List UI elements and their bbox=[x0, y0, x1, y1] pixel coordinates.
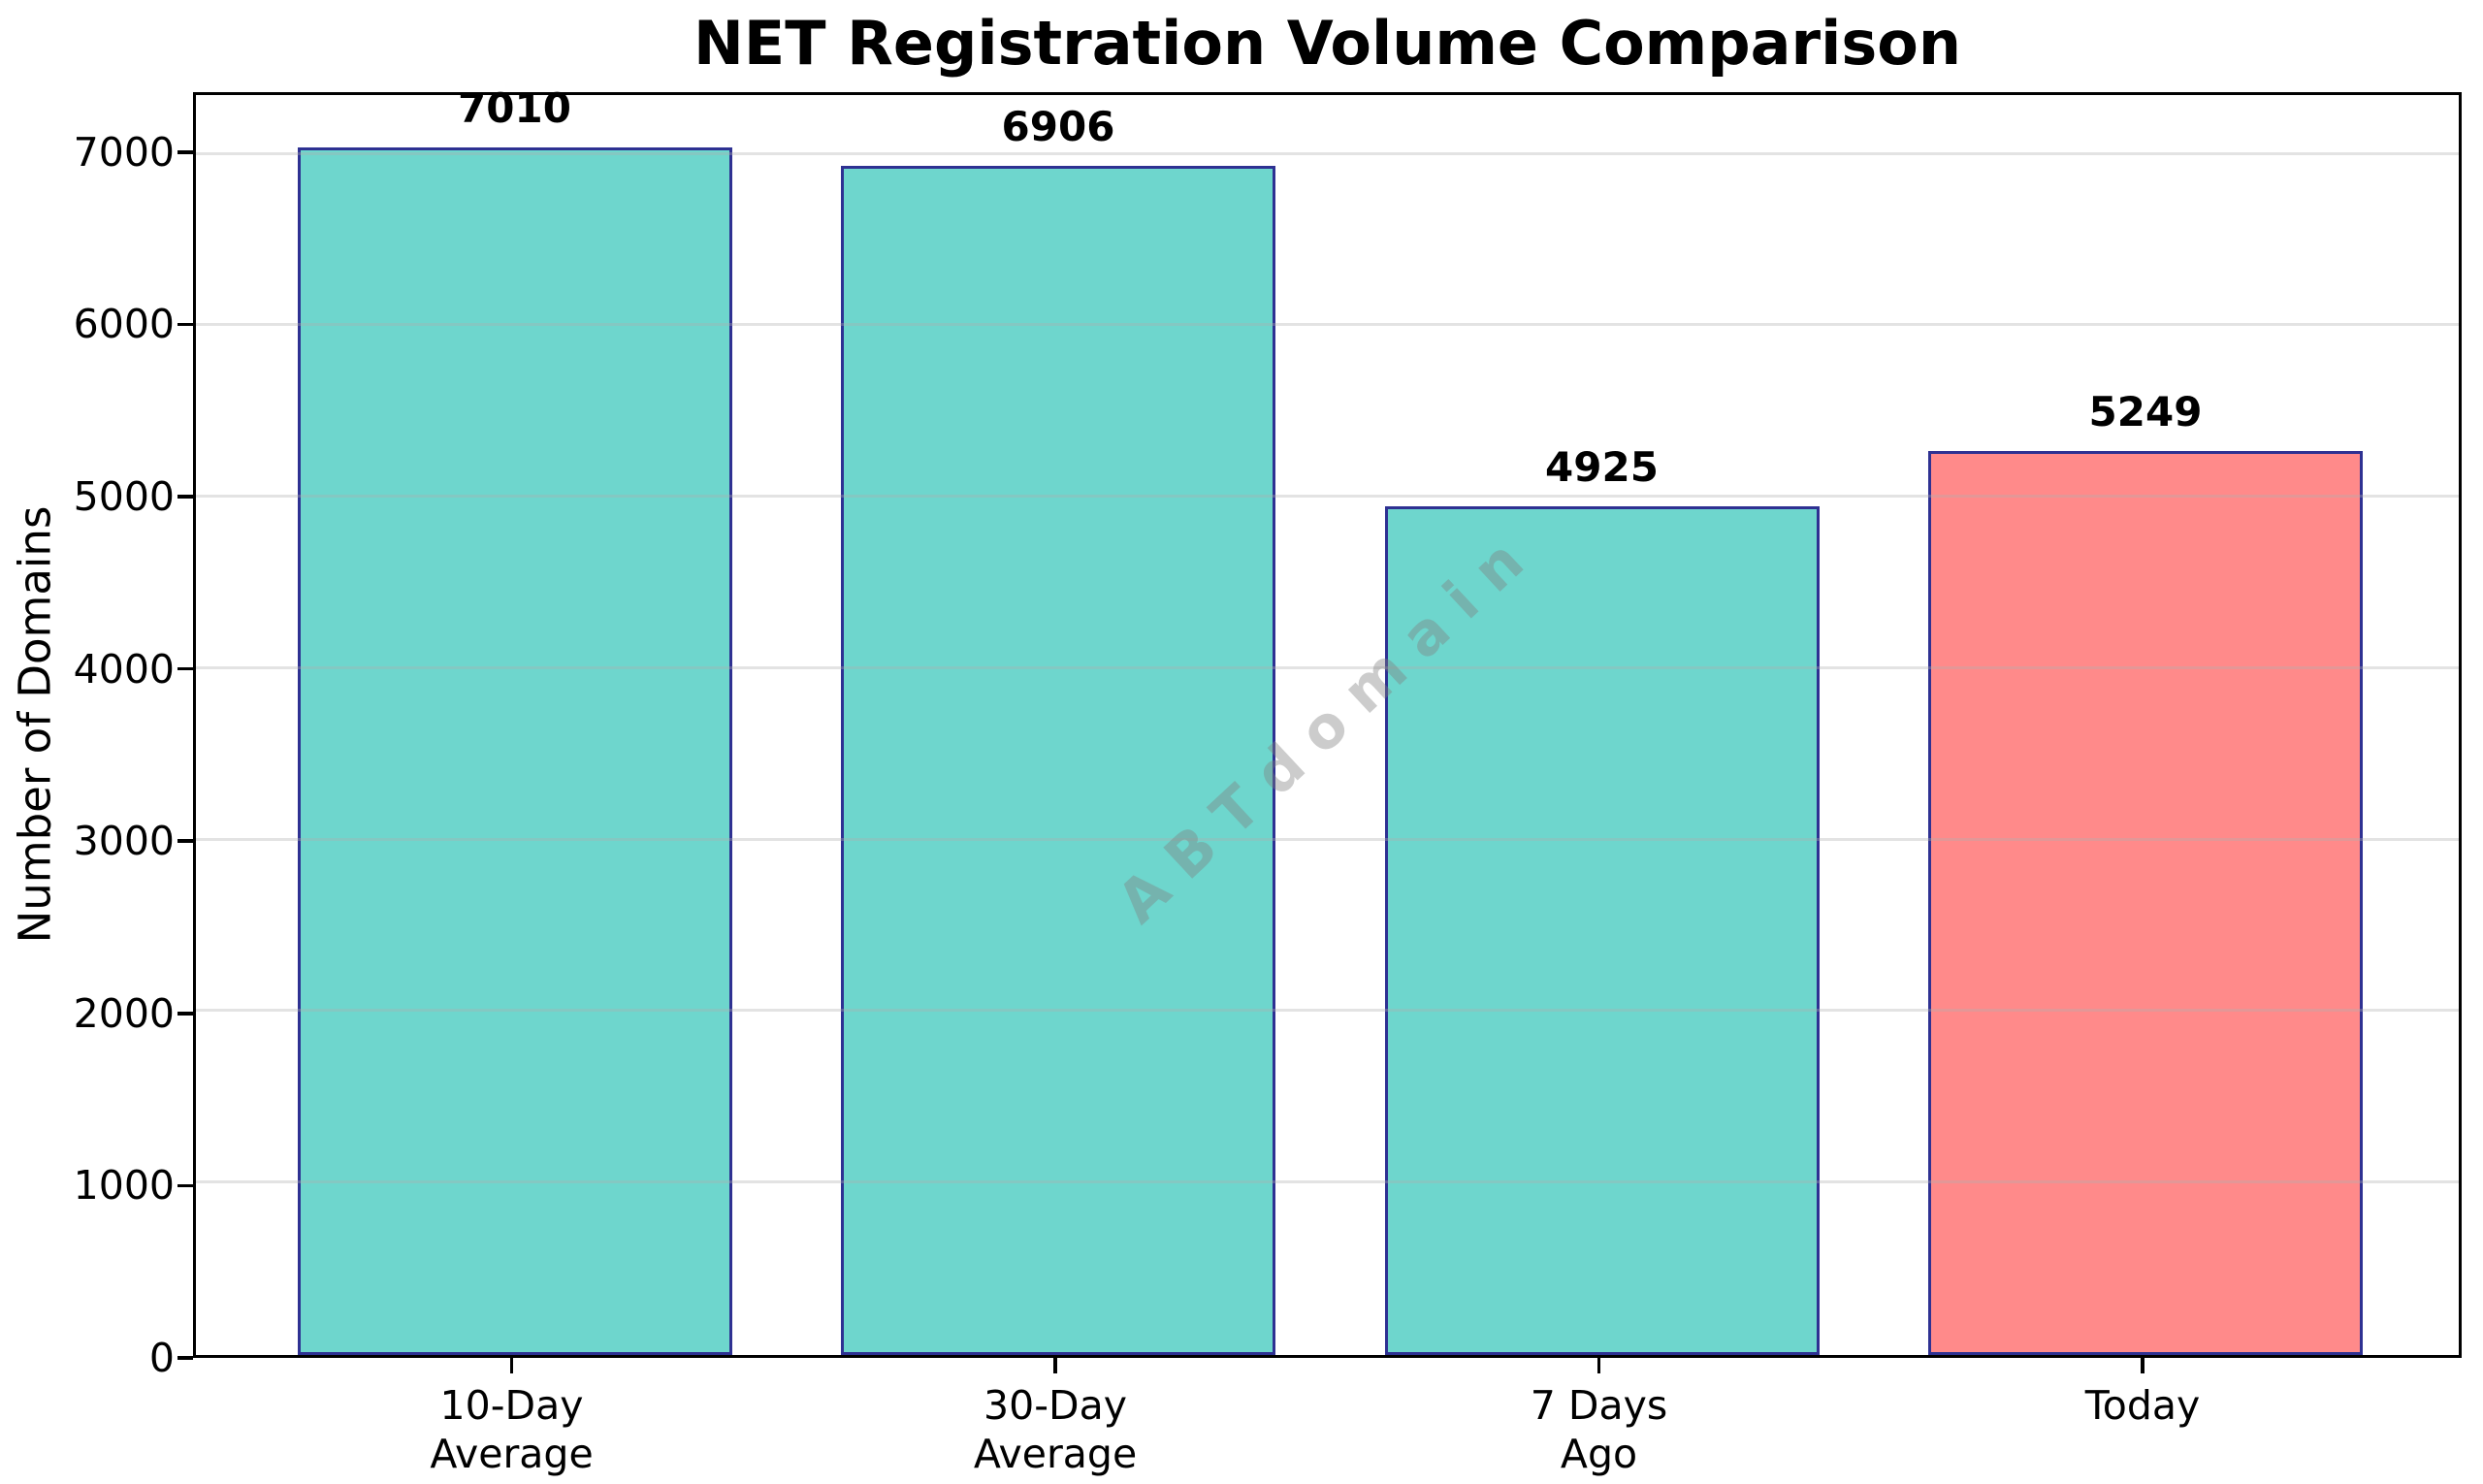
bar-10-day-average bbox=[297, 147, 732, 1355]
y-tick-label: 1000 bbox=[73, 1162, 175, 1210]
x-tick-mark bbox=[2141, 1358, 2144, 1373]
bar-value-label: 6906 bbox=[1001, 102, 1115, 150]
bar-today bbox=[1928, 450, 2363, 1355]
chart-title: NET Registration Volume Comparison bbox=[693, 8, 1961, 79]
y-tick-label: 0 bbox=[148, 1335, 175, 1381]
y-tick-mark bbox=[177, 322, 193, 327]
y-tick-label: 3000 bbox=[73, 818, 175, 865]
x-tick-mark bbox=[1596, 1358, 1601, 1373]
y-axis-label: Number of Domains bbox=[9, 505, 61, 944]
bar-value-label: 5249 bbox=[2088, 387, 2203, 436]
y-tick-mark bbox=[177, 839, 193, 843]
bar-value-label: 4925 bbox=[1545, 443, 1659, 492]
y-tick-mark bbox=[177, 1012, 193, 1016]
y-tick-mark bbox=[177, 1183, 193, 1188]
y-tick-label: 6000 bbox=[73, 301, 175, 348]
bar-value-label: 7010 bbox=[458, 84, 571, 133]
y-tick-mark bbox=[177, 495, 193, 499]
bar-7-days-ago bbox=[1384, 506, 1820, 1355]
x-tick-label: 7 Days Ago bbox=[1530, 1382, 1668, 1477]
y-tick-mark bbox=[177, 1356, 193, 1360]
x-tick-label: Today bbox=[2084, 1382, 2201, 1429]
y-tick-label: 7000 bbox=[73, 128, 175, 176]
x-tick-label: 10-Day Average bbox=[430, 1382, 594, 1477]
y-tick-label: 4000 bbox=[73, 645, 175, 693]
bar-30-day-average bbox=[841, 165, 1275, 1355]
y-tick-mark bbox=[177, 666, 193, 671]
y-tick-label: 5000 bbox=[73, 473, 175, 520]
plot-area: ABTdomain 7010 6906 4925 5249 bbox=[193, 84, 2462, 1358]
x-tick-label: 30-Day Average bbox=[973, 1382, 1138, 1477]
y-tick-label: 2000 bbox=[73, 989, 175, 1037]
x-tick-mark bbox=[509, 1358, 514, 1373]
y-tick-mark bbox=[177, 150, 193, 154]
x-tick-mark bbox=[1053, 1358, 1057, 1373]
